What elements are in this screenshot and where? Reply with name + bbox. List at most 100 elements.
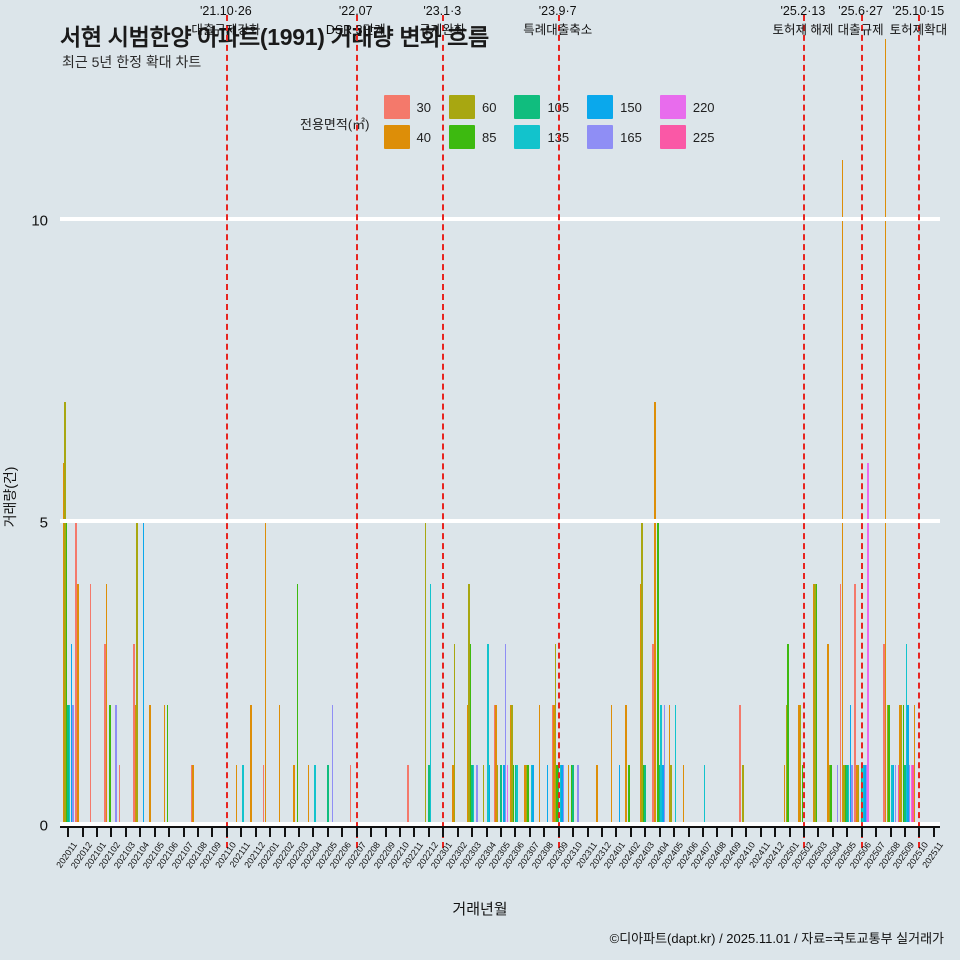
bar[interactable]	[163, 704, 166, 826]
bar[interactable]	[894, 765, 896, 826]
bar[interactable]	[785, 704, 787, 826]
bar[interactable]	[115, 704, 117, 826]
bar[interactable]	[801, 765, 804, 826]
bar[interactable]	[865, 765, 868, 826]
bar[interactable]	[142, 523, 145, 826]
bar[interactable]	[532, 765, 534, 826]
bar[interactable]	[72, 704, 74, 826]
bar[interactable]	[891, 765, 893, 826]
bar[interactable]	[513, 765, 515, 826]
bar[interactable]	[511, 704, 513, 826]
bar[interactable]	[293, 765, 295, 826]
bar[interactable]	[625, 704, 627, 826]
bar[interactable]	[902, 704, 904, 826]
bar[interactable]	[561, 765, 563, 826]
bar[interactable]	[639, 583, 642, 826]
bar[interactable]	[559, 765, 561, 826]
bar[interactable]	[429, 583, 432, 826]
legend-item[interactable]: 30	[383, 95, 431, 119]
bar[interactable]	[553, 704, 555, 826]
bar[interactable]	[428, 765, 430, 826]
bar[interactable]	[674, 704, 677, 826]
bar[interactable]	[682, 765, 685, 826]
bar[interactable]	[854, 583, 856, 826]
bar[interactable]	[75, 523, 77, 826]
bar[interactable]	[349, 765, 351, 826]
bar[interactable]	[841, 160, 844, 826]
bar[interactable]	[900, 704, 903, 826]
bar[interactable]	[892, 765, 895, 826]
bar[interactable]	[843, 765, 845, 826]
bar[interactable]	[641, 523, 643, 826]
legend-item[interactable]: 165	[587, 125, 642, 149]
bar[interactable]	[670, 765, 672, 826]
bar[interactable]	[904, 765, 906, 826]
bar[interactable]	[242, 765, 244, 826]
bar[interactable]	[538, 704, 541, 826]
bar[interactable]	[556, 765, 558, 826]
legend-item[interactable]: 220	[659, 95, 715, 119]
bar[interactable]	[628, 765, 630, 826]
bar[interactable]	[250, 704, 252, 826]
bar[interactable]	[912, 765, 914, 826]
legend-item[interactable]: 60	[448, 95, 496, 119]
bar[interactable]	[739, 704, 741, 826]
bar[interactable]	[493, 704, 496, 826]
bar[interactable]	[884, 38, 887, 826]
bar[interactable]	[897, 765, 900, 826]
legend-item[interactable]: 105	[514, 95, 569, 119]
bar[interactable]	[905, 644, 908, 826]
bar[interactable]	[407, 765, 409, 826]
bar[interactable]	[657, 523, 659, 826]
bar[interactable]	[264, 523, 267, 826]
bar[interactable]	[506, 765, 509, 826]
bar[interactable]	[482, 765, 485, 826]
bar[interactable]	[562, 765, 565, 826]
bar[interactable]	[551, 704, 553, 826]
bar[interactable]	[453, 644, 456, 826]
bar[interactable]	[192, 765, 194, 826]
bar[interactable]	[798, 704, 800, 826]
bar[interactable]	[471, 765, 473, 826]
bar[interactable]	[846, 765, 848, 826]
bar[interactable]	[327, 765, 329, 826]
bar[interactable]	[62, 462, 65, 826]
bar[interactable]	[572, 765, 574, 826]
bar[interactable]	[503, 765, 505, 826]
bar[interactable]	[840, 583, 842, 826]
bar[interactable]	[262, 765, 265, 826]
bar[interactable]	[844, 765, 847, 826]
bar[interactable]	[660, 704, 662, 826]
bar[interactable]	[596, 765, 598, 826]
bar[interactable]	[886, 704, 888, 826]
bar[interactable]	[525, 765, 528, 826]
bar[interactable]	[136, 523, 138, 826]
bar[interactable]	[516, 765, 518, 826]
bar[interactable]	[527, 765, 529, 826]
bar[interactable]	[862, 765, 864, 826]
bar[interactable]	[546, 765, 549, 826]
bar[interactable]	[783, 765, 786, 826]
bar[interactable]	[424, 523, 427, 826]
bar[interactable]	[190, 765, 193, 826]
bar[interactable]	[487, 644, 489, 826]
bar[interactable]	[296, 583, 299, 826]
legend-item[interactable]: 225	[659, 125, 715, 149]
bar[interactable]	[642, 765, 645, 826]
bar[interactable]	[118, 765, 121, 826]
bar[interactable]	[64, 402, 66, 826]
bar[interactable]	[235, 765, 238, 826]
bar[interactable]	[836, 765, 839, 826]
bar[interactable]	[149, 704, 151, 826]
bar[interactable]	[495, 704, 497, 826]
bar[interactable]	[65, 523, 68, 826]
bar[interactable]	[908, 765, 911, 826]
bar[interactable]	[814, 583, 816, 826]
bar[interactable]	[742, 765, 744, 826]
bar[interactable]	[133, 644, 135, 826]
bar[interactable]	[888, 704, 890, 826]
bar[interactable]	[570, 765, 573, 826]
bar[interactable]	[652, 644, 654, 826]
bar[interactable]	[67, 704, 69, 826]
bar[interactable]	[577, 765, 579, 826]
